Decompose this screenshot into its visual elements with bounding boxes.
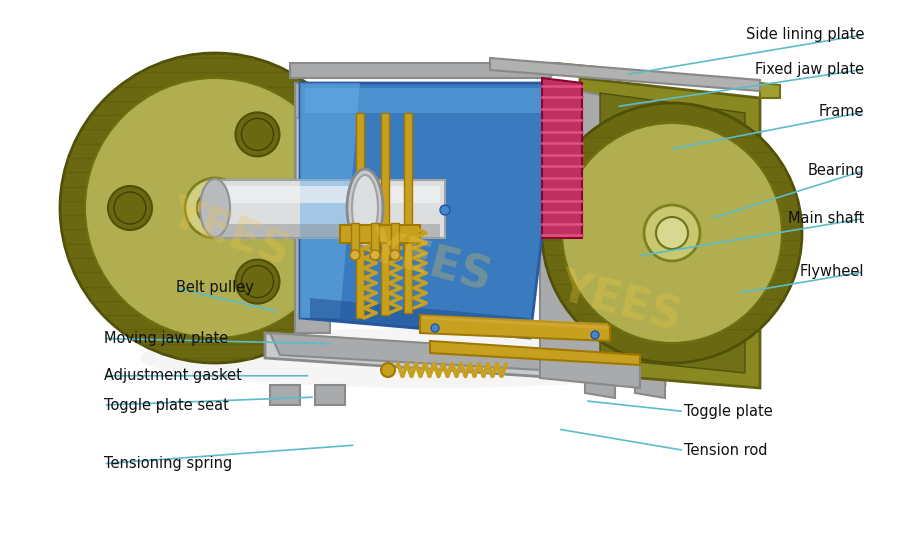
FancyBboxPatch shape [351, 223, 359, 255]
Polygon shape [295, 83, 330, 333]
Circle shape [85, 78, 345, 338]
Text: Adjustment gasket: Adjustment gasket [104, 368, 241, 383]
Text: Main shaft: Main shaft [788, 211, 864, 226]
FancyBboxPatch shape [371, 223, 379, 255]
Polygon shape [430, 341, 640, 365]
Ellipse shape [140, 328, 720, 388]
Circle shape [197, 190, 233, 226]
Polygon shape [300, 83, 560, 338]
FancyBboxPatch shape [404, 113, 412, 313]
Circle shape [591, 331, 599, 339]
Circle shape [60, 53, 370, 363]
Text: Frame: Frame [818, 104, 864, 119]
Text: YEES: YEES [164, 191, 296, 274]
Text: Tension rod: Tension rod [684, 443, 768, 458]
Circle shape [185, 178, 245, 238]
Circle shape [108, 186, 152, 230]
FancyBboxPatch shape [340, 225, 420, 243]
Circle shape [656, 217, 688, 249]
Ellipse shape [352, 175, 378, 241]
Circle shape [241, 118, 274, 150]
Polygon shape [270, 333, 680, 378]
Polygon shape [600, 93, 745, 373]
Circle shape [370, 250, 380, 260]
Text: Toggle plate: Toggle plate [684, 404, 773, 419]
Text: Side lining plate: Side lining plate [745, 27, 864, 42]
FancyBboxPatch shape [356, 113, 364, 318]
Circle shape [236, 112, 280, 156]
Polygon shape [290, 63, 560, 78]
Text: YEES: YEES [364, 226, 496, 300]
Polygon shape [555, 63, 780, 98]
Circle shape [241, 265, 274, 297]
FancyBboxPatch shape [220, 223, 440, 238]
Polygon shape [300, 83, 360, 318]
Circle shape [350, 250, 360, 260]
Text: Tensioning spring: Tensioning spring [104, 456, 232, 471]
Ellipse shape [347, 169, 383, 247]
Polygon shape [540, 83, 640, 388]
Circle shape [114, 192, 146, 224]
Polygon shape [580, 78, 760, 388]
FancyBboxPatch shape [391, 223, 399, 255]
Circle shape [207, 200, 223, 216]
Text: Flywheel: Flywheel [799, 264, 864, 279]
Circle shape [440, 205, 450, 215]
FancyBboxPatch shape [305, 88, 555, 113]
FancyBboxPatch shape [270, 385, 300, 405]
Polygon shape [542, 78, 582, 238]
Text: Fixed jaw plate: Fixed jaw plate [755, 62, 864, 77]
FancyBboxPatch shape [315, 385, 345, 405]
Circle shape [542, 103, 802, 363]
FancyBboxPatch shape [220, 186, 440, 203]
Circle shape [236, 260, 280, 304]
Polygon shape [422, 315, 608, 329]
Circle shape [644, 205, 700, 261]
Polygon shape [585, 373, 615, 398]
Circle shape [431, 324, 439, 332]
Ellipse shape [200, 179, 230, 237]
Text: Moving jaw plate: Moving jaw plate [104, 331, 228, 346]
Polygon shape [310, 298, 530, 338]
Circle shape [381, 363, 395, 377]
Polygon shape [296, 118, 330, 253]
Circle shape [390, 250, 400, 260]
Text: YEES: YEES [554, 266, 686, 340]
Text: Bearing: Bearing [807, 163, 864, 178]
FancyBboxPatch shape [215, 180, 445, 238]
Polygon shape [635, 373, 665, 398]
Polygon shape [265, 333, 665, 385]
Text: Belt pulley: Belt pulley [176, 280, 254, 295]
Polygon shape [490, 58, 760, 91]
Circle shape [562, 123, 782, 343]
FancyBboxPatch shape [381, 113, 389, 315]
Polygon shape [420, 315, 610, 341]
Text: Toggle plate seat: Toggle plate seat [104, 398, 229, 413]
